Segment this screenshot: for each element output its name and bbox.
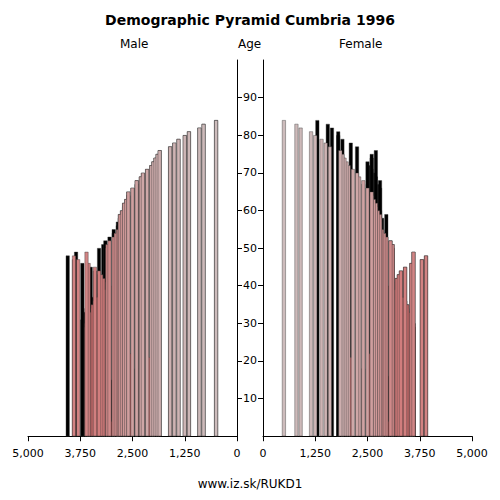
svg-text:2,500: 2,500 [352, 447, 384, 460]
svg-text:0: 0 [234, 447, 241, 460]
svg-text:50: 50 [243, 242, 257, 255]
svg-text:80: 80 [243, 129, 257, 142]
svg-text:5,000: 5,000 [456, 447, 488, 460]
svg-text:20: 20 [243, 354, 257, 367]
svg-text:Age: Age [238, 37, 261, 51]
svg-text:2,500: 2,500 [117, 447, 149, 460]
svg-text:70: 70 [243, 166, 257, 179]
svg-text:3,750: 3,750 [404, 447, 436, 460]
svg-text:Male: Male [120, 37, 148, 51]
svg-text:40: 40 [243, 279, 257, 292]
svg-text:60: 60 [243, 204, 257, 217]
svg-text:0: 0 [260, 447, 267, 460]
svg-text:Demographic Pyramid Cumbria 19: Demographic Pyramid Cumbria 1996 [105, 12, 395, 28]
svg-text:www.iz.sk/RUKD1: www.iz.sk/RUKD1 [198, 477, 303, 491]
svg-text:1,250: 1,250 [169, 447, 201, 460]
svg-text:30: 30 [243, 317, 257, 330]
svg-text:10: 10 [243, 392, 257, 405]
svg-text:Female: Female [339, 37, 382, 51]
svg-text:3,750: 3,750 [65, 447, 97, 460]
svg-text:1,250: 1,250 [300, 447, 332, 460]
svg-text:5,000: 5,000 [12, 447, 44, 460]
svg-text:90: 90 [243, 91, 257, 104]
